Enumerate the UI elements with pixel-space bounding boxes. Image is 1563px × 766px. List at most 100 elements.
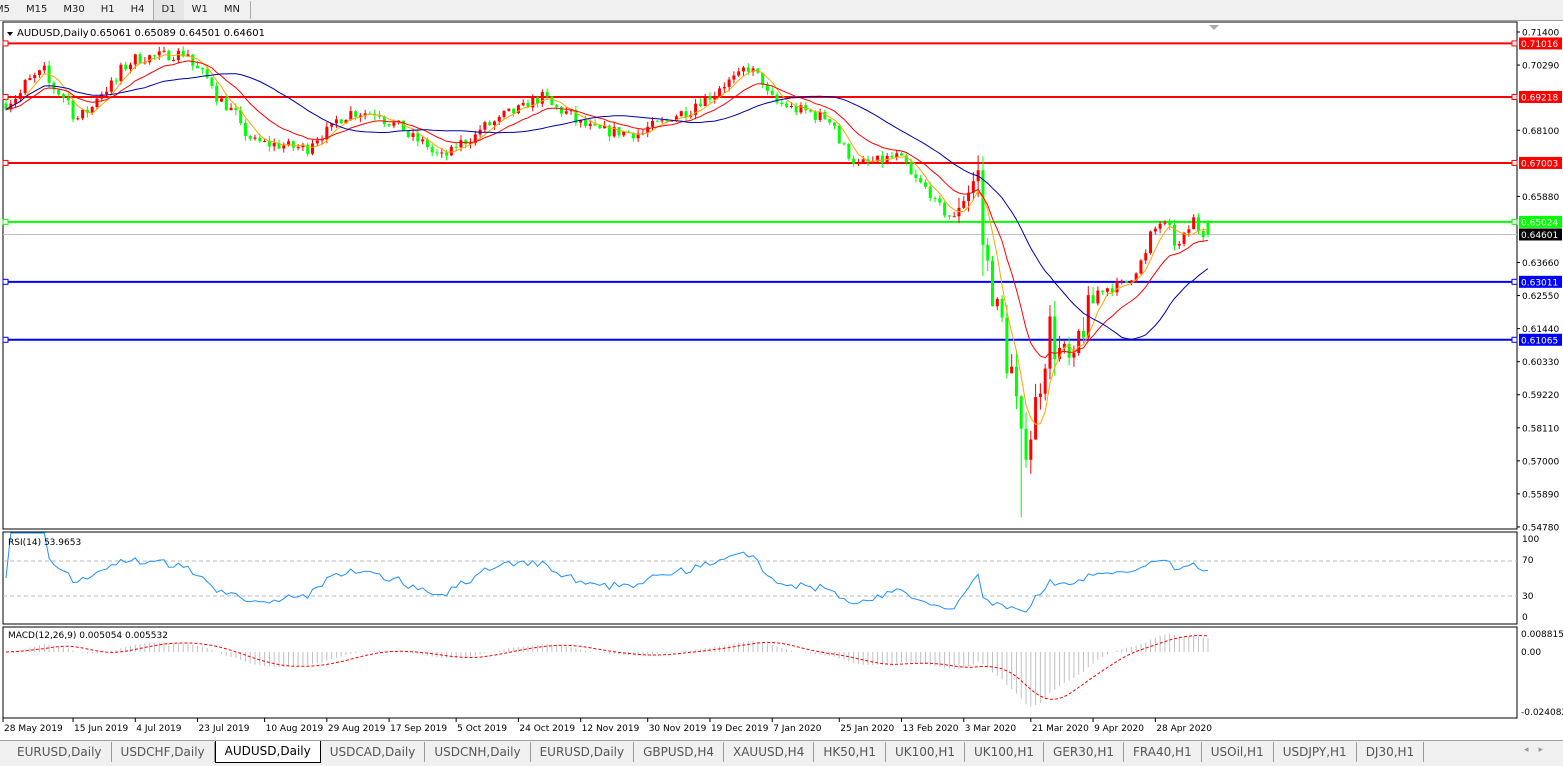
chart-tab[interactable]: FRA40,H1: [1124, 742, 1202, 762]
candle-body: [401, 120, 405, 132]
candle-body: [215, 85, 219, 102]
candle-body: [181, 50, 185, 57]
candle-body: [694, 103, 698, 115]
candle-body: [574, 110, 578, 123]
candle-body: [799, 105, 803, 113]
candle-body: [1072, 353, 1076, 358]
chart-shift-marker-icon[interactable]: [1209, 25, 1219, 30]
candle-body: [1172, 224, 1176, 246]
candle-body: [1196, 217, 1200, 231]
timeframe-m30[interactable]: M30: [63, 4, 85, 15]
chart-tab[interactable]: USOil,H1: [1202, 742, 1274, 762]
candle-body: [71, 100, 75, 120]
macd-tick-min: -0.024082: [1521, 708, 1563, 718]
collapse-triangle-icon[interactable]: [7, 32, 13, 36]
level-price-tag: [1519, 156, 1562, 169]
candle-body: [1110, 288, 1114, 293]
chart-tab[interactable]: AUDUSD,Daily: [214, 741, 321, 763]
chart-tab[interactable]: HK50,H1: [814, 742, 886, 762]
candle-body: [919, 178, 923, 183]
candle-body: [66, 97, 70, 101]
candle-body: [354, 111, 358, 117]
candle-body: [176, 50, 180, 60]
candle-body: [1115, 281, 1119, 293]
candle-body: [296, 147, 300, 149]
chart-tab[interactable]: DJ30,H1: [1357, 742, 1425, 762]
macd-signal-line: [5, 634, 1209, 700]
candle-body: [770, 90, 774, 95]
candle-body: [1120, 280, 1124, 282]
candle-body: [914, 174, 918, 179]
candle-body: [210, 77, 214, 86]
chart-tab[interactable]: UK100,H1: [886, 742, 965, 762]
candle-body: [339, 119, 343, 124]
date-axis-label: 29 Aug 2019: [328, 724, 386, 734]
level-anchor-handle: [2, 159, 9, 166]
candle-body: [200, 68, 204, 70]
candle-body: [1062, 343, 1066, 348]
ohlc-readout: 0.65061 0.65089 0.64501 0.64601: [90, 28, 265, 39]
candle-body: [933, 197, 937, 199]
timeframe-h1[interactable]: H1: [100, 4, 115, 15]
candle-body: [358, 115, 362, 117]
price-chart[interactable]: 0.71400 0.70290 0.68100 0.65880 0.63660 0.625…: [0, 21, 1563, 740]
candle-body: [406, 131, 410, 137]
candle-body: [818, 111, 822, 120]
candle-body: [785, 104, 789, 107]
candle-body: [622, 131, 626, 136]
tab-scroll-arrows-icon[interactable]: ◂▸: [1523, 745, 1553, 755]
chart-tab[interactable]: XAUUSD,H4: [724, 742, 815, 762]
candle-body: [607, 125, 611, 137]
chart-tab[interactable]: UK100,H1: [965, 742, 1045, 762]
candle-body: [90, 107, 94, 113]
chart-tab[interactable]: GER30,H1: [1044, 742, 1124, 762]
timeframe-w1[interactable]: W1: [191, 4, 208, 15]
candle-body: [124, 64, 128, 70]
candle-body: [698, 103, 702, 106]
candle-body: [789, 106, 793, 108]
candle-body: [847, 144, 851, 159]
candle-body: [876, 155, 880, 162]
chart-tab[interactable]: USDCAD,Daily: [321, 742, 426, 762]
macd-label: MACD(12,26,9) 0.005054 0.005532: [8, 631, 168, 641]
macd-tick-max: 0.008815: [1521, 630, 1563, 640]
candle-body: [880, 155, 884, 164]
candle-body: [57, 89, 61, 95]
level-anchor-handle: [1511, 159, 1518, 166]
candle-body: [560, 107, 564, 114]
candle-body: [828, 119, 832, 123]
candle-body: [536, 97, 540, 104]
candle-body: [650, 120, 654, 127]
timeframe-m5[interactable]: M5: [0, 4, 10, 15]
price-axis-label: 0.68100: [1522, 127, 1559, 137]
date-axis-label: 10 Aug 2019: [266, 724, 324, 734]
timeframe-m15[interactable]: M15: [26, 4, 48, 15]
candle-body: [61, 94, 65, 98]
price-axis-label: 0.58110: [1522, 424, 1559, 434]
timeframe-mn[interactable]: MN: [223, 4, 240, 15]
chart-tab[interactable]: USDCNH,Daily: [425, 742, 531, 762]
fast-moving-average-line: [5, 54, 1209, 425]
candle-body: [167, 50, 171, 61]
candle-body: [1177, 243, 1181, 246]
candle-body: [310, 143, 314, 154]
timeframe-d1[interactable]: D1: [152, 0, 184, 20]
candle-body: [1158, 223, 1162, 229]
candle-body: [1014, 366, 1018, 397]
candle-body: [765, 84, 769, 91]
chart-tab[interactable]: EURUSD,Daily: [531, 742, 635, 762]
chart-tab[interactable]: EURUSD,Daily: [8, 742, 112, 762]
chart-tab[interactable]: GBPUSD,H4: [634, 742, 724, 762]
timeframe-h4[interactable]: H4: [130, 4, 145, 15]
medium-moving-average-line: [5, 60, 1209, 359]
chart-tab[interactable]: USDJPY,H1: [1274, 742, 1357, 762]
candle-body: [425, 139, 429, 148]
candle-body: [722, 86, 726, 89]
candle-body: [842, 143, 846, 145]
candle-body: [593, 123, 597, 126]
candle-body: [928, 186, 932, 198]
price-axis-label: 0.60330: [1522, 358, 1559, 368]
candle-body: [502, 110, 506, 117]
chart-tab[interactable]: USDCHF,Daily: [112, 742, 215, 762]
candle-body: [837, 125, 841, 144]
